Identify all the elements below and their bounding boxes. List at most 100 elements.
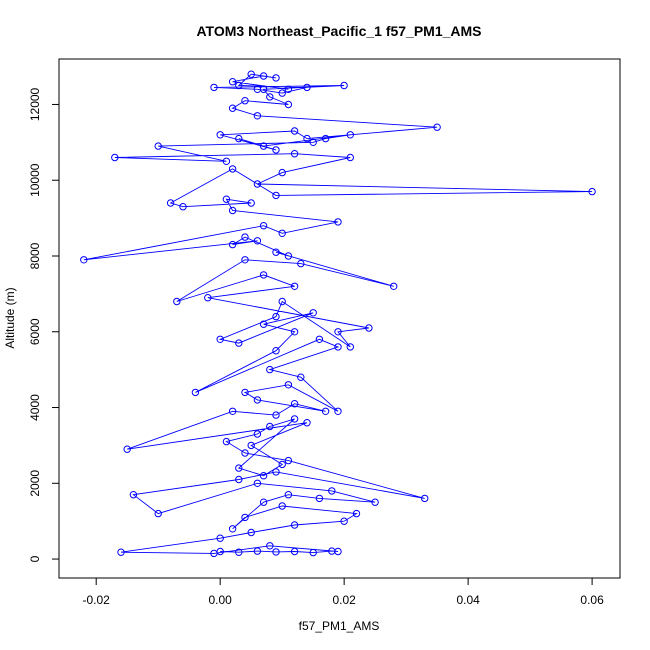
data-point: [284, 252, 293, 260]
data-point: [247, 70, 255, 78]
data-point: [334, 343, 342, 351]
data-point: [284, 456, 293, 465]
data-point: [241, 97, 249, 105]
y-tick-label: 0: [28, 555, 42, 562]
y-tick-label: 2000: [28, 470, 42, 497]
data-point: [241, 449, 249, 457]
data-point: [290, 547, 299, 556]
data-point: [334, 328, 342, 336]
data-point: [259, 142, 268, 150]
data-point: [272, 74, 280, 82]
data-point: [328, 487, 336, 495]
data-point: [247, 528, 255, 537]
data-point: [266, 542, 274, 550]
data-point: [259, 271, 268, 279]
data-point: [210, 83, 218, 92]
data-point: [284, 491, 293, 499]
data-point: [210, 549, 218, 558]
data-point: [278, 168, 286, 177]
data-point: [166, 199, 175, 207]
data-point: [303, 134, 311, 143]
data-point: [228, 525, 237, 533]
data-point: [154, 142, 162, 150]
data-point: [303, 419, 311, 427]
data-point: [253, 85, 262, 94]
data-point: [290, 282, 299, 290]
y-tick-label: 8000: [28, 242, 42, 269]
data-point: [154, 509, 162, 518]
data-point: [290, 415, 299, 423]
data-point: [290, 521, 299, 529]
data-point: [241, 388, 249, 397]
data-point: [228, 78, 237, 86]
data-point: [266, 422, 274, 431]
y-tick-label: 6000: [28, 318, 42, 345]
data-point: [111, 153, 119, 162]
data-point: [80, 256, 88, 264]
data-point: [309, 548, 317, 557]
data-point: [216, 131, 224, 139]
data-point: [321, 134, 330, 143]
data-point: [334, 547, 342, 556]
data-point: [253, 430, 262, 438]
y-axis: 0 2000 4000 6000 8000 10000 12000: [28, 87, 60, 562]
data-point: [278, 297, 286, 306]
data-point: [247, 441, 255, 450]
x-tick-label: 0.02: [332, 593, 356, 607]
data-point: [253, 180, 262, 188]
data-point: [340, 81, 348, 90]
data-point: [421, 494, 429, 503]
data-point: [433, 123, 441, 131]
data-point: [588, 187, 596, 196]
data-point: [235, 81, 243, 90]
data-point: [315, 335, 324, 343]
data-point: [284, 85, 293, 94]
data-point: [266, 365, 274, 374]
data-point: [297, 259, 305, 268]
series-line: [83, 73, 593, 554]
data-point: [272, 468, 280, 476]
data-point: [228, 165, 237, 173]
data-point: [390, 282, 398, 290]
data-point: [216, 534, 224, 542]
y-tick-label: 4000: [28, 394, 42, 421]
data-point: [272, 347, 280, 355]
data-point: [253, 112, 262, 120]
series-points-group: [80, 70, 596, 558]
data-point: [365, 324, 373, 332]
data-point: [235, 475, 243, 484]
data-point: [272, 191, 280, 200]
data-point: [204, 294, 212, 302]
data-point: [235, 339, 243, 347]
data-point: [247, 199, 255, 207]
data-point: [235, 548, 243, 556]
data-point: [278, 229, 286, 238]
data-point: [259, 72, 268, 80]
data-point: [321, 407, 330, 415]
x-tick-label: 0.06: [580, 593, 604, 607]
data-point: [290, 150, 299, 158]
data-point: [253, 547, 262, 555]
data-point: [123, 445, 131, 453]
data-point: [297, 373, 305, 381]
data-point: [179, 203, 187, 211]
data-point: [278, 460, 286, 469]
data-point: [371, 498, 379, 506]
x-axis: -0.02 0.00 0.02 0.04 0.06: [83, 577, 604, 607]
data-point: [191, 388, 200, 397]
data-point: [266, 93, 274, 101]
data-point: [303, 83, 311, 92]
data-point: [228, 104, 237, 112]
data-point: [259, 472, 268, 480]
chart-title: ATOM3 Northeast_Pacific_1 f57_PM1_AMS: [196, 23, 481, 39]
y-axis-label: Altitude (m): [3, 287, 17, 348]
x-tick-label: 0.04: [456, 593, 480, 607]
data-point: [235, 464, 243, 472]
data-point: [346, 153, 354, 162]
data-point: [290, 328, 299, 336]
data-point: [340, 517, 348, 525]
data-point: [290, 400, 299, 408]
data-point: [241, 233, 249, 241]
